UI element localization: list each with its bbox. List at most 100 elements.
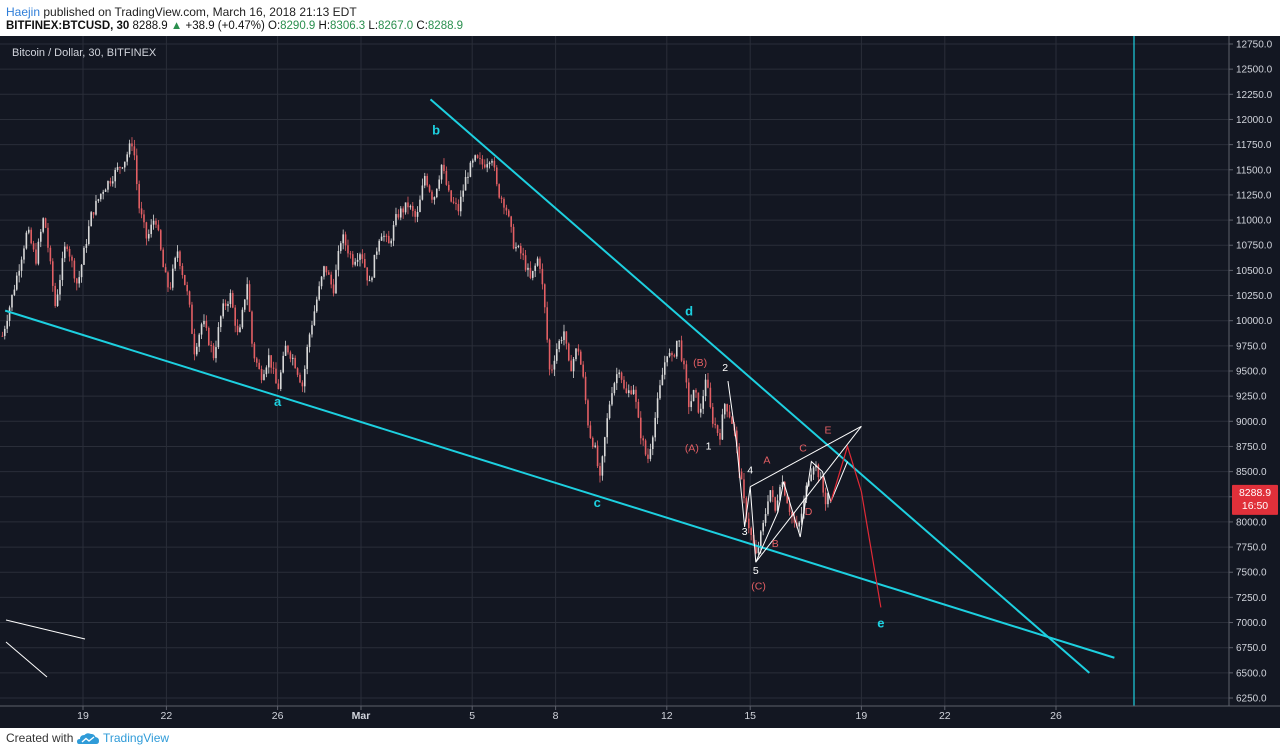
- wave-label-white: 3: [742, 526, 748, 538]
- candle-body: [359, 254, 361, 260]
- candle-body: [488, 162, 491, 165]
- candle-body: [786, 495, 788, 504]
- tradingview-brand[interactable]: TradingView: [103, 731, 170, 745]
- candle-body: [63, 246, 66, 259]
- price-tick-label: 8750.0: [1236, 442, 1267, 453]
- candle-body: [11, 294, 13, 308]
- candle-body: [227, 303, 229, 306]
- wave-label-cyan: b: [432, 123, 440, 138]
- candle-body: [383, 235, 385, 237]
- candle-body: [229, 293, 232, 304]
- candle-body: [479, 157, 481, 159]
- candle-body: [745, 498, 748, 519]
- candle-body: [87, 226, 90, 245]
- tradingview-logo-icon[interactable]: [76, 730, 100, 748]
- price-tick-label: 10250.0: [1236, 291, 1273, 302]
- candle-body: [152, 220, 155, 225]
- publish-info: published on TradingView.com, March 16, …: [43, 5, 357, 19]
- candle-body: [385, 235, 388, 237]
- candle-body: [474, 155, 476, 161]
- candle-body: [615, 374, 618, 384]
- candle-body: [800, 513, 803, 523]
- candle-body: [399, 208, 402, 218]
- candle-body: [95, 200, 97, 215]
- candle-body: [339, 243, 342, 251]
- candle-body: [13, 289, 16, 295]
- candle-body: [426, 176, 428, 186]
- candle-body: [822, 476, 824, 493]
- time-tick-label: 26: [1050, 710, 1062, 722]
- author-link[interactable]: Haejin: [6, 5, 41, 19]
- candle-body: [762, 522, 764, 532]
- wave-label-cyan: a: [274, 394, 282, 409]
- symbol-line: BITFINEX:BTCUSD, 30 8288.9 ▲ +38.9 (+0.4…: [6, 20, 463, 32]
- candle-body: [512, 226, 515, 249]
- candle-body: [121, 167, 124, 169]
- publish-line: Haejin published on TradingView.com, Mar…: [6, 5, 357, 19]
- candle-body: [71, 256, 73, 261]
- candle-body: [395, 214, 397, 226]
- candle-body: [596, 445, 599, 467]
- candle-body: [363, 258, 366, 268]
- price-tick-label: 9000.0: [1236, 417, 1267, 428]
- wave-label-white: 2: [722, 362, 728, 374]
- candle-body: [347, 245, 349, 254]
- price-tick-label: 6250.0: [1236, 694, 1267, 705]
- candle-body: [503, 198, 505, 208]
- time-tick-label: 12: [661, 710, 673, 722]
- candle-body: [6, 320, 8, 329]
- candle-body: [699, 408, 702, 413]
- candle-body: [159, 230, 162, 250]
- candle-body: [366, 267, 368, 281]
- open-value: 8290.9: [280, 20, 316, 32]
- wave-label-red: D: [805, 506, 813, 518]
- candle-body: [447, 184, 450, 191]
- candle-body: [457, 204, 460, 212]
- candle-body: [726, 404, 728, 412]
- candle-body: [313, 311, 316, 326]
- drawing-layer[interactable]: [4, 36, 1135, 706]
- candle-body: [75, 278, 78, 284]
- candle-body: [373, 254, 376, 278]
- candle-body: [291, 357, 294, 359]
- price-tick-label: 7000.0: [1236, 618, 1267, 629]
- candle-body: [757, 547, 760, 554]
- candle-body: [735, 430, 738, 447]
- candle-body: [695, 390, 697, 393]
- candle-body: [126, 154, 128, 162]
- candle-body: [589, 425, 592, 438]
- candle-body: [421, 185, 424, 200]
- candle-body: [66, 246, 68, 249]
- candle-body: [668, 352, 671, 357]
- candle-body: [697, 392, 700, 413]
- candle-body: [107, 181, 109, 190]
- candle-body: [517, 245, 520, 247]
- candle-body: [378, 240, 380, 252]
- candle-body: [723, 404, 726, 415]
- candle-body: [565, 331, 568, 344]
- candle-body: [20, 259, 23, 271]
- candle-body: [119, 166, 121, 168]
- time-axis[interactable]: 19 22 26 Mar 5 8 12 15 19 22 26: [77, 706, 1062, 722]
- wave-label-red: (C): [751, 580, 766, 592]
- candle-body: [8, 307, 11, 321]
- price-tick-label: 8000.0: [1236, 517, 1267, 528]
- candle-body: [30, 229, 32, 244]
- candle-body: [258, 362, 260, 370]
- candle-body: [248, 284, 251, 312]
- candle-body: [445, 170, 448, 185]
- candle-body: [587, 400, 589, 426]
- candle-body: [519, 245, 522, 254]
- chart-area[interactable]: b a c d e (B) 2 1 (A) 4 A C E D 3 B 5 (C) 12750.0 12500.0 1…: [0, 36, 1280, 728]
- candle-body: [747, 518, 750, 529]
- candle-body: [567, 343, 570, 361]
- wave-label-white: 4: [747, 465, 753, 477]
- price-chart[interactable]: b a c d e (B) 2 1 (A) 4A C E D 3 B 5 (C) 12750.0 12500.0 1…: [0, 36, 1280, 728]
- candle-body: [18, 270, 20, 276]
- time-tick-label: Mar: [352, 710, 371, 722]
- candle-body: [236, 325, 239, 333]
- candle-body: [294, 357, 296, 369]
- wave-label-red: (B): [693, 357, 707, 369]
- price-axis-panel[interactable]: [1229, 36, 1280, 706]
- candle-body: [131, 143, 133, 147]
